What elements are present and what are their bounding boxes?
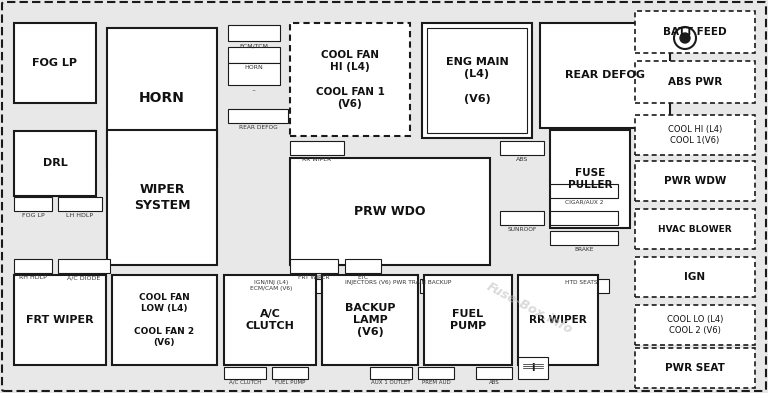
Bar [422,23,532,138]
Text: BATT FEED: BATT FEED [664,27,727,37]
Text: COOL LO (L4)
COOL 2 (V6): COOL LO (L4) COOL 2 (V6) [667,315,723,335]
Bar [14,23,96,103]
Text: RH HDLP: RH HDLP [19,275,47,280]
Text: BACKUP
LAMP
(V6): BACKUP LAMP (V6) [345,303,396,338]
Text: PWR WDW: PWR WDW [664,176,727,186]
Text: PRW WDO: PRW WDO [354,205,425,218]
Bar [500,211,544,225]
Bar [418,367,454,379]
Text: COOL FAN
LOW (L4)

COOL FAN 2
(V6): COOL FAN LOW (L4) COOL FAN 2 (V6) [134,293,194,347]
Bar [224,367,266,379]
Text: Fuse-Box.info: Fuse-Box.info [485,280,575,336]
Text: SUNROOF: SUNROOF [508,227,537,232]
Text: ··: ·· [251,87,257,96]
Bar [370,367,412,379]
Bar [322,275,418,365]
Bar [290,259,338,273]
Text: FOG LP: FOG LP [22,213,45,218]
Bar [476,367,512,379]
Text: FRT WIPER: FRT WIPER [298,275,329,280]
Text: COOL FAN
HI (L4)

COOL FAN 1
(V6): COOL FAN HI (L4) COOL FAN 1 (V6) [316,50,385,109]
Bar [112,275,217,365]
Bar [540,23,670,128]
Circle shape [680,33,690,43]
Text: ABS: ABS [516,157,528,162]
Bar [14,259,52,273]
Text: ABS PWR: ABS PWR [668,77,722,87]
Bar [290,141,344,155]
Bar [500,141,544,155]
Bar [424,275,512,365]
Bar [272,367,308,379]
Bar [635,209,755,249]
Text: ENG MAIN
(L4)

(V6): ENG MAIN (L4) (V6) [445,57,508,104]
Text: IGN: IGN [684,272,706,282]
Text: A/C DIODE: A/C DIODE [68,275,101,280]
Bar [635,161,755,201]
Bar [14,197,52,211]
Bar [380,279,416,293]
Text: INJECTORS (V6) PWR TRAIN BACKUP: INJECTORS (V6) PWR TRAIN BACKUP [345,280,452,285]
Bar [427,28,527,133]
Bar [245,279,281,293]
Text: FUSE
PULLER: FUSE PULLER [568,168,612,190]
Text: HORN: HORN [245,65,263,70]
Bar [635,115,755,155]
Bar [635,11,755,53]
Text: FUEL
PUMP: FUEL PUMP [450,309,486,331]
Bar [420,279,456,293]
Bar [635,61,755,103]
Bar [550,211,618,225]
Bar [107,130,217,265]
Text: A/C CLUTCH: A/C CLUTCH [229,380,261,385]
Text: FUEL PUMP: FUEL PUMP [275,380,305,385]
Bar [285,279,321,293]
Bar [460,279,496,293]
Bar [550,184,618,198]
Bar [550,231,618,245]
Bar [345,259,381,273]
Text: RR WIPER: RR WIPER [303,157,332,162]
Text: ABS: ABS [488,380,499,385]
Text: FRT WIPER: FRT WIPER [26,315,94,325]
Bar [290,23,410,136]
Text: ETC: ETC [357,275,369,280]
Text: PREM AUD: PREM AUD [422,380,450,385]
Bar [224,275,316,365]
Bar [635,348,755,388]
Bar [228,109,288,123]
Text: AUX 1 OUTLET: AUX 1 OUTLET [371,380,411,385]
Bar [58,259,110,273]
Text: HVAC BLOWER: HVAC BLOWER [658,224,732,233]
Text: REAR DEFOG: REAR DEFOG [565,70,645,81]
Text: HORN: HORN [139,91,185,105]
Bar [550,130,630,228]
Text: ECM/TCM: ECM/TCM [240,43,269,48]
Bar [518,357,548,379]
Text: FOG LP: FOG LP [32,58,78,68]
Text: REAR DEFOG: REAR DEFOG [239,125,277,130]
Bar [290,158,490,265]
Text: DRL: DRL [43,158,68,169]
Text: i: i [531,363,535,373]
Bar [228,25,280,41]
Bar [565,279,609,293]
Text: COOL HI (L4)
COOL 1(V6): COOL HI (L4) COOL 1(V6) [668,125,722,145]
Bar [340,279,376,293]
Text: BRAKE: BRAKE [574,247,594,252]
Text: HTD SEATS: HTD SEATS [565,280,598,285]
Bar [58,197,102,211]
Bar [228,47,280,63]
Bar [14,275,106,365]
Bar [635,305,755,345]
Text: LH HDLP: LH HDLP [67,213,94,218]
Text: A/C
CLUTCH: A/C CLUTCH [246,309,294,331]
Bar [228,63,280,85]
Text: WIPER
SYSTEM: WIPER SYSTEM [134,183,190,212]
Text: CIGAR/AUX 2: CIGAR/AUX 2 [564,200,603,205]
Text: IGN/INJ (L4)
ECM/CAM (V6): IGN/INJ (L4) ECM/CAM (V6) [250,280,293,291]
Text: RR WIPER: RR WIPER [529,315,587,325]
Text: PWR SEAT: PWR SEAT [665,363,725,373]
Bar [107,28,217,168]
